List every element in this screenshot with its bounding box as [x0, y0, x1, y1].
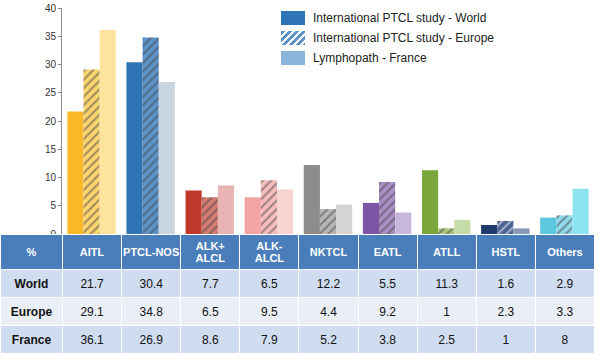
- svg-text:20: 20: [45, 116, 57, 127]
- html-text:World: World: [14, 276, 49, 291]
- html-text:International PTCL study - Eur: International PTCL study - Europe: [313, 31, 494, 45]
- svg-text:25: 25: [45, 87, 57, 98]
- html-text:1.6: 1.6: [497, 276, 515, 291]
- svg-text:30: 30: [45, 59, 57, 70]
- html-text:11.3: 11.3: [435, 276, 458, 291]
- html-text:2.9: 2.9: [556, 276, 574, 291]
- html-text:29.1: 29.1: [80, 304, 104, 319]
- svg-text:5: 5: [50, 200, 56, 211]
- html-text:7.9: 7.9: [261, 332, 278, 347]
- html-text:2.5: 2.5: [438, 332, 455, 347]
- svg-text:35: 35: [45, 31, 57, 42]
- html-text:3.8: 3.8: [379, 332, 396, 347]
- html-text:26.9: 26.9: [139, 332, 163, 347]
- html-text:4.4: 4.4: [320, 304, 337, 319]
- html-text:1: 1: [502, 332, 510, 347]
- html-text:12.2: 12.2: [316, 276, 341, 291]
- html-text:France: France: [11, 332, 52, 347]
- html-text:30.4: 30.4: [139, 276, 163, 291]
- html-text:21.7: 21.7: [80, 276, 104, 291]
- svg-text:10: 10: [45, 172, 57, 183]
- html-text:5.5: 5.5: [379, 276, 396, 291]
- html-text:Others: Others: [547, 246, 583, 258]
- html-text:36.1: 36.1: [80, 332, 104, 347]
- html-text:ALK- ALCL: ALK- ALCL: [254, 240, 284, 264]
- html-text:PTCL-NOS: PTCL-NOS: [123, 246, 180, 258]
- html-text:6.5: 6.5: [201, 304, 219, 319]
- html-text:7.7: 7.7: [201, 276, 219, 291]
- html-text:1: 1: [443, 304, 450, 319]
- html-text:8: 8: [561, 332, 569, 347]
- html-text:9.2: 9.2: [379, 304, 396, 319]
- html-text:ALK+ ALCL: ALK+ ALCL: [195, 240, 225, 264]
- html-text:AITL: AITL: [79, 246, 105, 258]
- html-text:3.3: 3.3: [556, 304, 574, 319]
- html-text:2.3: 2.3: [497, 304, 515, 319]
- html-text:Lymphopath - France: Lymphopath - France: [313, 51, 427, 65]
- html-text:EATL: EATL: [373, 246, 402, 258]
- html-text:6.5: 6.5: [261, 276, 278, 291]
- html-text:8.6: 8.6: [201, 332, 219, 347]
- html-text:HSTL: HSTL: [491, 246, 521, 258]
- html-text:34.8: 34.8: [139, 304, 163, 319]
- html-text:NKTCL: NKTCL: [309, 246, 348, 258]
- svg-text:40: 40: [45, 3, 57, 14]
- html-text:Europe: Europe: [10, 304, 53, 319]
- html-text:International PTCL study - Wor: International PTCL study - World: [313, 11, 487, 25]
- svg-text:15: 15: [45, 144, 57, 155]
- html-text:5.2: 5.2: [320, 332, 337, 347]
- html-text:9.5: 9.5: [261, 304, 278, 319]
- html-text:ATLL: ATLL: [433, 246, 461, 258]
